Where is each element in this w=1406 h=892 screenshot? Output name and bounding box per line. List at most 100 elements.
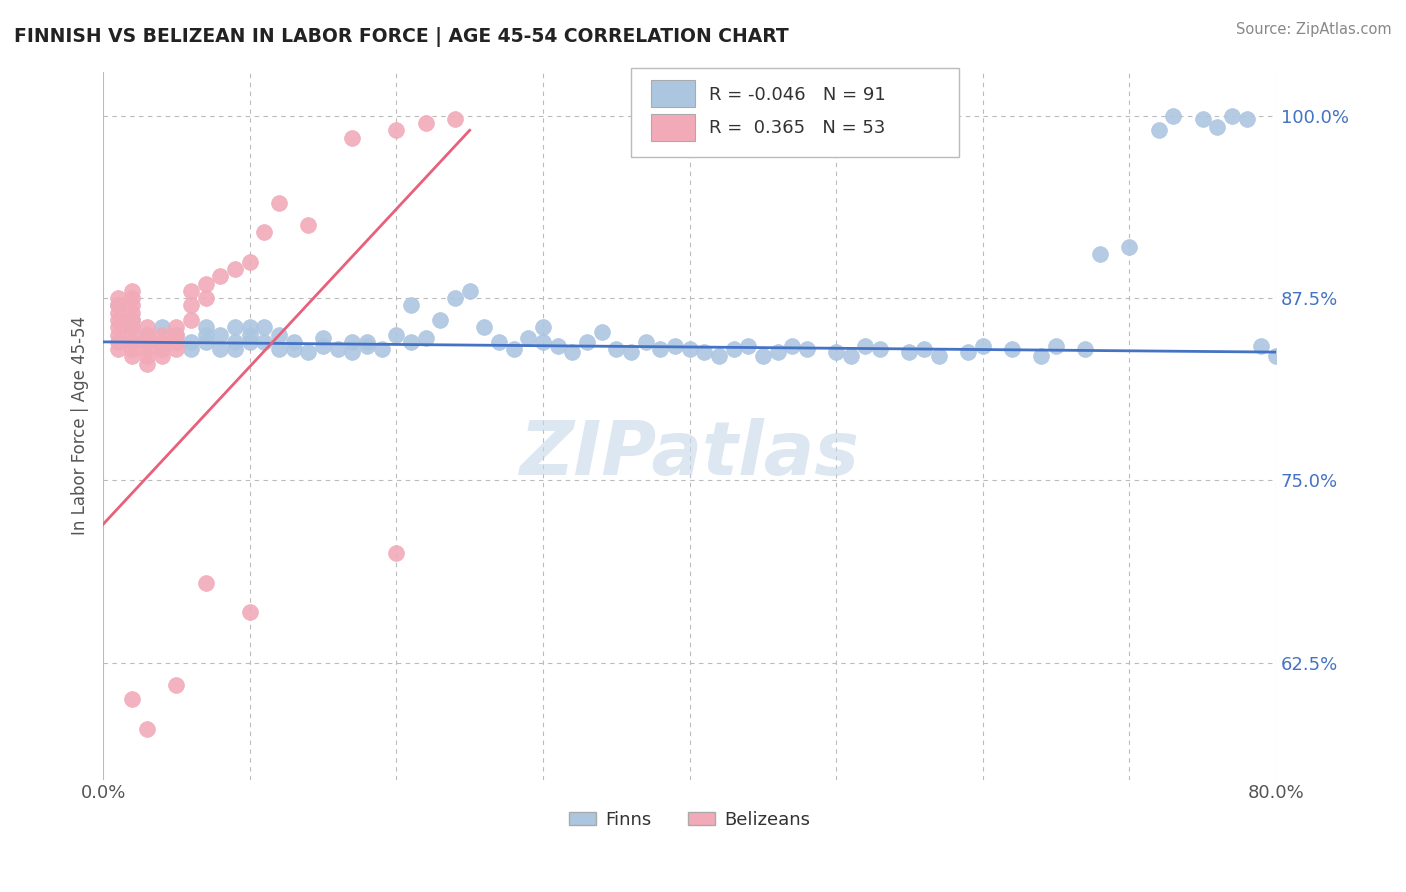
Text: R = -0.046   N = 91: R = -0.046 N = 91 [710,86,886,103]
Point [1191,112,1213,126]
Point [107,320,129,334]
Point [107,342,129,356]
Point [1001,342,1024,356]
Point [650,342,672,356]
Point [239,254,262,268]
Point [869,342,891,356]
Point [839,350,862,364]
Point [136,334,159,349]
Point [472,320,495,334]
Point [180,342,202,356]
Point [972,339,994,353]
Legend: Finns, Belizeans: Finns, Belizeans [564,805,815,834]
Point [723,342,745,356]
Point [928,350,950,364]
Point [165,334,187,349]
Point [224,261,246,276]
Point [356,339,378,353]
Point [165,334,187,349]
FancyBboxPatch shape [651,113,696,141]
Point [429,313,451,327]
Point [121,291,143,305]
Point [253,226,276,240]
FancyBboxPatch shape [631,69,959,157]
Point [239,327,262,342]
Point [107,306,129,320]
Point [224,342,246,356]
Point [1163,109,1185,123]
Point [267,327,290,342]
Point [591,325,613,339]
Point [209,269,232,284]
Point [107,327,129,342]
Point [766,345,789,359]
Point [444,291,467,305]
Point [150,327,173,342]
Point [194,291,217,305]
Point [620,345,643,359]
Point [605,342,627,356]
Point [1236,112,1258,126]
Point [194,575,217,590]
Point [165,327,187,342]
Point [121,327,143,342]
Point [107,298,129,312]
Point [239,605,262,619]
Point [267,342,290,356]
Point [385,123,408,137]
Point [107,298,129,312]
Point [239,334,262,349]
Point [194,320,217,334]
Point [458,284,481,298]
Point [194,334,217,349]
Point [444,112,467,126]
Point [253,334,276,349]
Point [121,284,143,298]
Point [297,345,319,359]
Point [224,320,246,334]
Point [150,342,173,356]
Point [488,334,510,349]
Point [239,320,262,334]
Point [194,277,217,291]
Point [136,342,159,356]
Point [283,342,305,356]
Point [121,342,143,356]
Point [855,339,877,353]
FancyBboxPatch shape [651,80,696,107]
Point [385,327,408,342]
Point [678,342,700,356]
Point [399,298,422,312]
Point [780,339,803,353]
Point [209,342,232,356]
Point [399,334,422,349]
Text: ZIPatlas: ZIPatlas [520,417,859,491]
Point [180,334,202,349]
Point [121,320,143,334]
Point [1206,120,1229,135]
Point [1031,350,1053,364]
Point [150,320,173,334]
Point [957,345,980,359]
Point [415,116,437,130]
Point [531,320,554,334]
Point [121,692,143,706]
Point [121,298,143,312]
Point [165,327,187,342]
Point [136,334,159,349]
Point [707,350,730,364]
Point [342,334,364,349]
Point [136,357,159,371]
Point [121,313,143,327]
Point [150,350,173,364]
Point [898,345,921,359]
Y-axis label: In Labor Force | Age 45-54: In Labor Force | Age 45-54 [72,317,89,535]
Point [1118,240,1140,254]
Point [825,345,848,359]
Point [547,339,569,353]
Point [664,339,686,353]
Point [912,342,935,356]
Point [634,334,657,349]
Point [121,313,143,327]
Point [1250,339,1272,353]
